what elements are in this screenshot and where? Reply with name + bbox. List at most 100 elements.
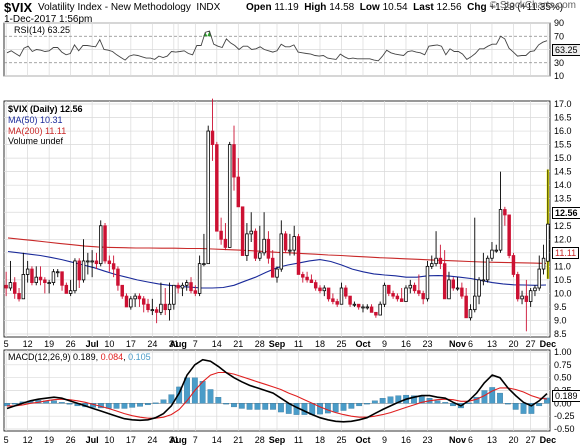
candle-up — [172, 284, 176, 305]
rsi-tick-label: 90 — [554, 18, 564, 28]
macd-legend-value: 0.189 — [73, 352, 96, 362]
macd-histogram-bar — [11, 403, 18, 405]
candle-up — [378, 303, 382, 316]
macd-histogram-bar — [450, 403, 456, 407]
candle-up — [485, 257, 490, 281]
x-tick-label-price: 26 — [66, 339, 76, 349]
x-tick-label-price: 27 — [526, 339, 536, 349]
candle-down — [163, 303, 167, 311]
macd-histogram-bar — [340, 403, 347, 411]
candle-up — [68, 290, 73, 294]
candle-up — [292, 236, 296, 251]
rsi-tick-label: 70 — [554, 31, 564, 41]
candle-down — [374, 311, 378, 316]
rsi-legend: RSI(14) 63.25 — [14, 25, 71, 35]
candle-down — [30, 268, 34, 283]
x-tick-label-price: Nov — [449, 339, 466, 349]
volume-legend: Volume undef — [8, 136, 64, 146]
candle-up — [73, 260, 77, 292]
candle-down — [236, 176, 241, 208]
x-tick-label-macd: 14 — [212, 435, 222, 445]
candle-up — [546, 223, 550, 262]
macd-histogram-bar — [387, 396, 394, 404]
candle-down — [210, 130, 215, 145]
candle-down — [232, 144, 236, 178]
x-tick-label-price: 11 — [294, 339, 303, 349]
macd-histogram-bar — [51, 400, 57, 404]
x-tick-label-macd: 12 — [23, 435, 33, 445]
x-tick-label-price: 24 — [147, 339, 157, 349]
candle-down — [417, 290, 421, 294]
macd-histogram-bar — [324, 403, 331, 414]
price-tick-label: 10.0 — [554, 288, 572, 298]
macd-histogram-bar — [504, 403, 511, 405]
rsi-tick-label: 10 — [554, 71, 564, 81]
x-tick-label-macd: 11 — [294, 435, 303, 445]
candle-up — [537, 268, 541, 289]
hist-legend-value: 0.105 — [128, 352, 151, 362]
candle-up — [180, 284, 185, 289]
x-tick-label-price: 20 — [508, 339, 518, 349]
candle-down — [387, 284, 391, 294]
macd-legend-prefix: MACD(12,26,9) — [8, 352, 71, 362]
candle-up — [468, 309, 473, 319]
candle-down — [516, 274, 520, 300]
x-tick-label-price: 12 — [23, 339, 33, 349]
candle-up — [34, 276, 38, 283]
quote-bar: Open 11.19 High 14.58 Low 10.54 Last 12.… — [246, 2, 563, 13]
macd-histogram-bar — [371, 400, 378, 404]
candle-up — [258, 252, 262, 259]
x-tick-label-macd: 17 — [126, 435, 136, 445]
macd-histogram-bar — [497, 392, 503, 404]
x-tick-label-price: 6 — [468, 339, 473, 349]
price-tick-label: 9.0 — [554, 315, 567, 325]
candle-up — [408, 284, 413, 289]
candle-down — [412, 284, 417, 292]
candle-up — [184, 282, 189, 286]
candle-down — [193, 290, 198, 294]
macd-histogram-bar — [176, 386, 183, 404]
candle-down — [43, 279, 47, 283]
macd-histogram-bar — [121, 403, 128, 409]
candle-down — [451, 279, 456, 289]
macd-histogram-bar — [544, 397, 550, 404]
candle-down — [305, 276, 309, 281]
candle-up — [56, 271, 60, 274]
candle-down — [421, 293, 425, 300]
macd-tick-label: 1.00 — [554, 347, 572, 357]
candle-up — [279, 233, 284, 270]
candle-up — [494, 249, 498, 252]
candle-down — [391, 293, 395, 297]
macd-histogram-bar — [246, 403, 253, 410]
candle-down — [283, 233, 288, 251]
macd-histogram-bar — [442, 402, 449, 404]
x-tick-label-price: Aug — [169, 339, 187, 349]
x-tick-label-price: Dec — [540, 339, 557, 349]
macd-tick-label: 0.00 — [554, 398, 572, 408]
x-tick-label-price: 7 — [193, 339, 198, 349]
candle-down — [464, 295, 468, 319]
candle-down — [146, 303, 150, 311]
macd-histogram-bar — [254, 403, 261, 410]
candle-up — [541, 257, 546, 270]
x-tick-label-macd: 18 — [315, 435, 325, 445]
macd-tick-label: -0.50 — [554, 424, 575, 434]
candle-up — [473, 295, 477, 311]
symbol-label: $VIX — [4, 0, 33, 15]
x-tick-label-macd: 25 — [336, 435, 346, 445]
candle-up — [425, 265, 430, 300]
candle-down — [326, 287, 331, 300]
x-tick-label-price: 14 — [212, 339, 222, 349]
candle-down — [4, 284, 8, 289]
x-tick-label-price: 25 — [336, 339, 346, 349]
macd-line — [6, 358, 548, 423]
macd-histogram-bar — [536, 403, 543, 407]
macd-tick-label: 0.50 — [554, 373, 572, 383]
x-tick-label-macd: 5 — [4, 435, 9, 445]
candle-down — [120, 284, 124, 297]
macd-histogram-bar — [66, 403, 73, 405]
price-tick-label: 8.5 — [554, 329, 567, 339]
candle-up — [352, 303, 357, 306]
candle-up — [47, 282, 51, 284]
